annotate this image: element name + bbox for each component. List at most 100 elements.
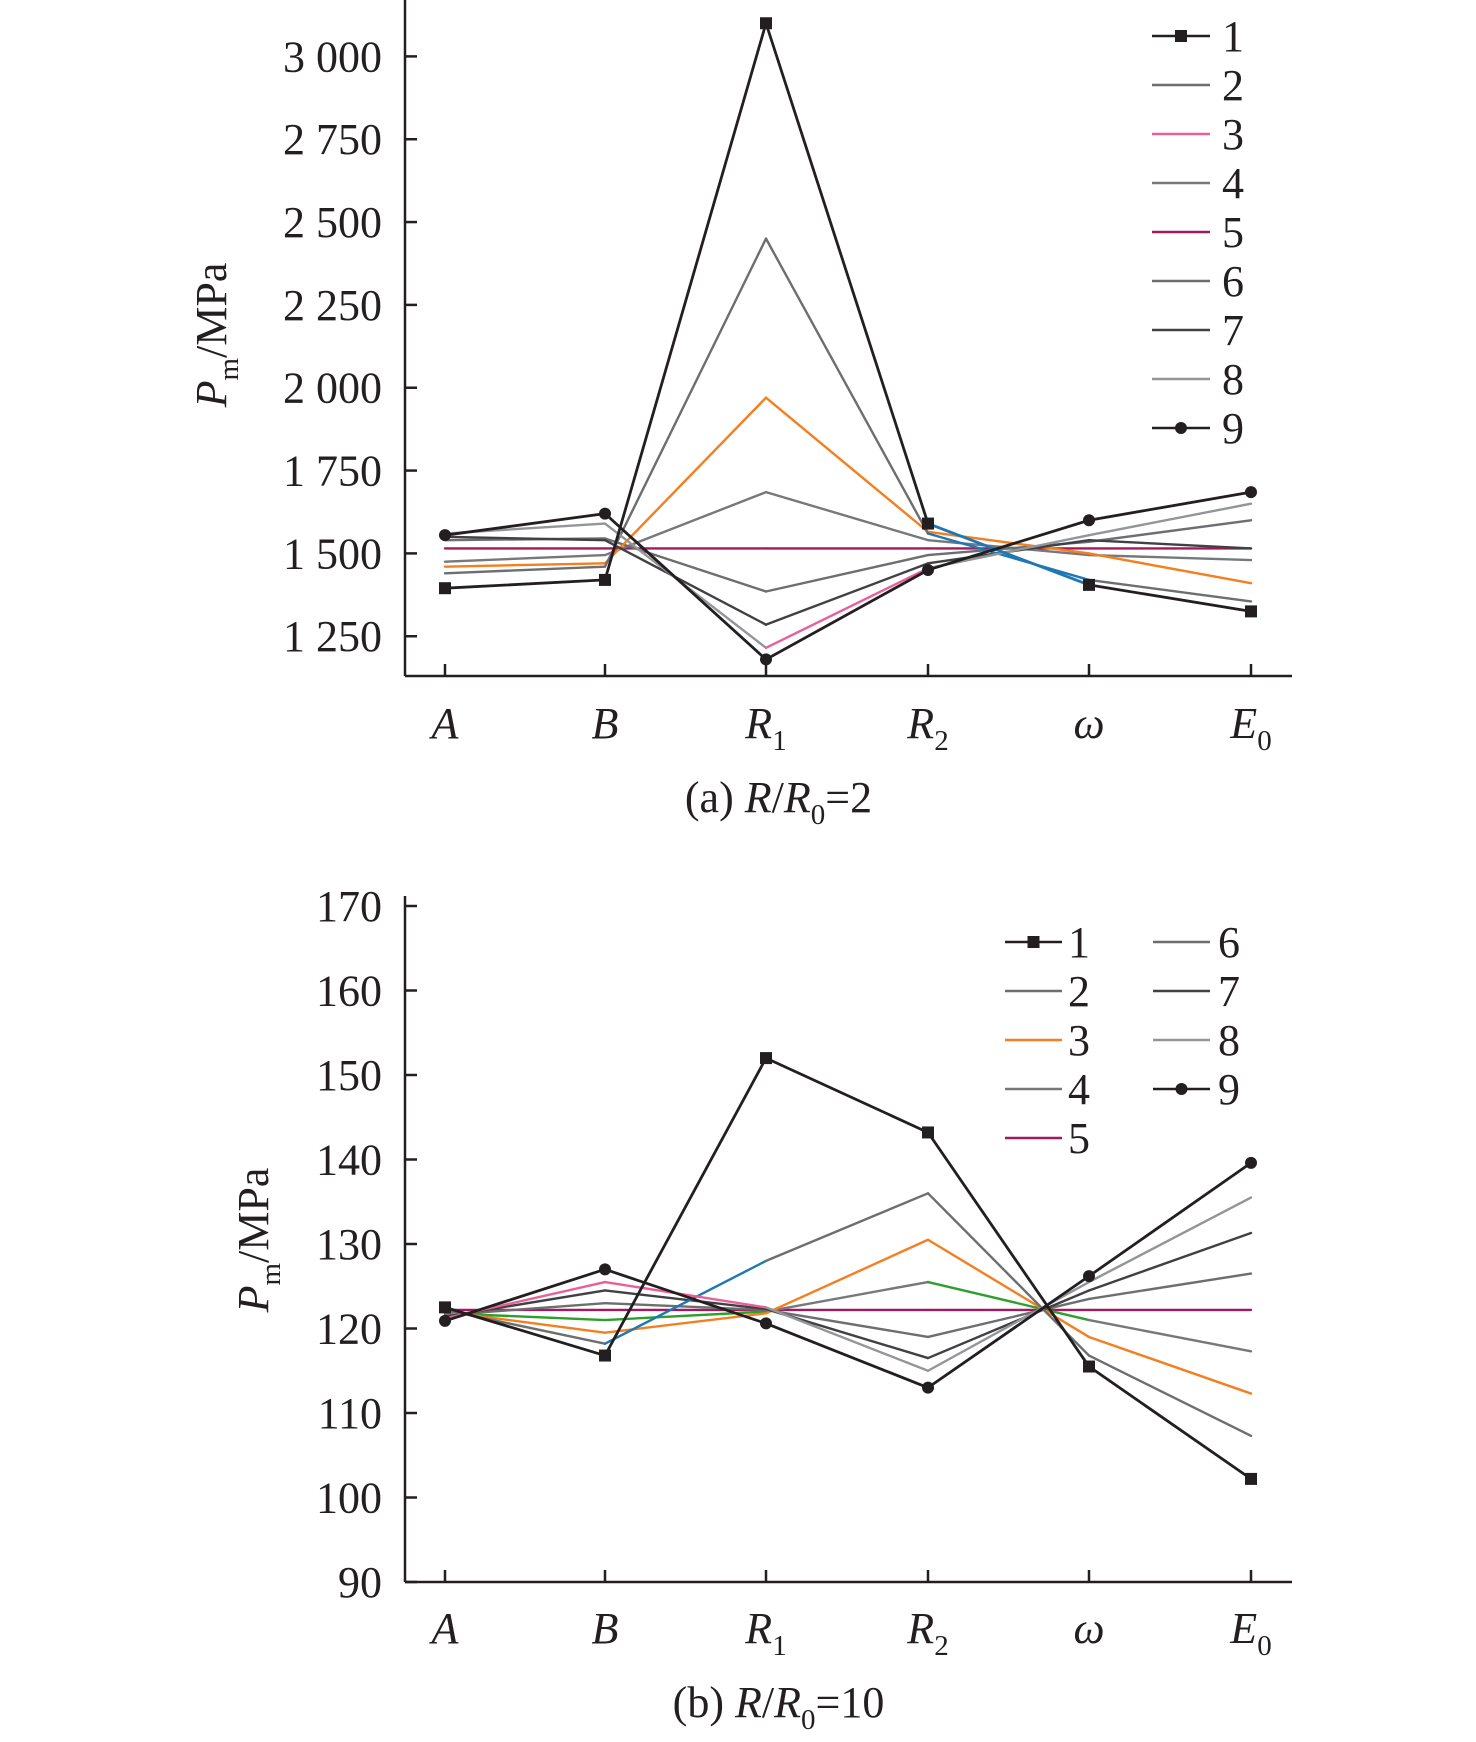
series-1-point — [1083, 578, 1095, 591]
series-1-point — [439, 1301, 451, 1314]
series-9-segment — [926, 518, 1091, 572]
series-9-segment — [926, 1274, 1091, 1390]
series-2-segment — [1087, 1354, 1253, 1438]
series-9-segment — [603, 512, 768, 661]
legend-label-4: 4 — [1222, 159, 1244, 208]
y-tick-label: 130 — [316, 1220, 382, 1269]
legend-marker-1 — [1175, 30, 1187, 42]
series-7-segment — [926, 1289, 1091, 1360]
series-1-point — [1083, 1360, 1095, 1373]
series-6-segment — [926, 1297, 1091, 1339]
series-9-point — [599, 1263, 611, 1276]
x-tick-label: A — [429, 1604, 460, 1653]
series-6-segment — [1087, 1272, 1253, 1301]
series-9-point — [1083, 514, 1095, 527]
series-4-segment — [1087, 553, 1253, 562]
series-4-segment — [764, 1280, 930, 1313]
series-3-segment — [603, 396, 768, 565]
series-4-segment — [764, 490, 930, 542]
series-4-segment — [1087, 1318, 1253, 1353]
series-9-segment — [1087, 1161, 1253, 1278]
legend-marker-1 — [1027, 936, 1040, 948]
series-8-segment — [1087, 1196, 1253, 1284]
y-tick-label: 120 — [316, 1305, 382, 1354]
chart-caption: (a) R/R0=2 — [685, 773, 872, 831]
y-tick-label: 2 500 — [283, 198, 382, 247]
series-9-segment — [764, 1322, 930, 1390]
series-8-segment — [764, 567, 930, 650]
series-3-segment — [443, 562, 607, 568]
y-tick-label: 3 000 — [283, 32, 382, 81]
y-tick-label: 100 — [316, 1474, 382, 1523]
series-9-segment — [764, 568, 930, 661]
series-9-point — [760, 1317, 772, 1330]
series-8-segment — [764, 1306, 930, 1372]
y-tick-label: 1 750 — [283, 447, 382, 496]
series-1-point — [1245, 1472, 1257, 1485]
series-3-segment — [1087, 1335, 1253, 1395]
series-1 — [439, 1052, 1257, 1485]
series-1-segment — [764, 1056, 930, 1134]
legend-label-6: 6 — [1222, 257, 1244, 306]
legend-label-2: 2 — [1068, 967, 1090, 1016]
series-8-segment — [603, 1280, 768, 1309]
series-8-segment — [926, 1280, 1091, 1372]
legend-label-1: 1 — [1068, 918, 1090, 967]
series-7-segment — [764, 562, 930, 626]
legend-marker-9 — [1175, 422, 1187, 434]
series-6-segment — [764, 1308, 930, 1339]
series-1-point — [760, 1052, 772, 1065]
series-9-point — [760, 653, 772, 666]
x-tick-label: E0 — [1229, 1604, 1271, 1662]
series-2-segment — [443, 565, 607, 575]
series-9 — [439, 1156, 1257, 1394]
legend-label-5: 5 — [1222, 208, 1244, 257]
series-2-segment — [603, 237, 768, 568]
x-tick-label: R2 — [906, 699, 948, 757]
series-9-point — [599, 507, 611, 520]
series-2-segment — [764, 1192, 930, 1263]
series-8 — [443, 502, 1253, 650]
series-1-point — [1245, 605, 1257, 618]
y-tick-label: 110 — [318, 1389, 382, 1438]
legend-label-9: 9 — [1222, 404, 1244, 453]
series-3-segment — [926, 1238, 1091, 1339]
x-tick-label: ω — [1073, 699, 1104, 748]
y-tick-label: 1 250 — [283, 612, 382, 661]
y-tick-label: 2 250 — [283, 281, 382, 330]
series-2-segment — [1087, 578, 1253, 603]
legend-label-8: 8 — [1222, 355, 1244, 404]
y-axis-label: Pm/MPa — [229, 1168, 287, 1314]
x-tick-label: A — [429, 699, 460, 748]
series-6-segment — [603, 537, 768, 593]
series-9-point — [922, 563, 934, 576]
series-1-point — [922, 517, 934, 530]
series-1-segment — [1087, 1365, 1253, 1481]
legend-label-8: 8 — [1218, 1016, 1240, 1065]
series-2-segment — [603, 1259, 768, 1345]
series-7-segment — [1087, 538, 1253, 550]
series-2-segment — [764, 237, 930, 535]
series-1-point — [439, 582, 451, 595]
series-3-segment — [1087, 552, 1253, 585]
series-9-segment — [443, 1267, 607, 1323]
series-7-segment — [603, 538, 768, 626]
chart-panel-a: 1 250 1 500 1 750 2 000 2 250 2 500 2 750 3 000… — [187, 0, 1292, 831]
series-2-segment — [926, 532, 1091, 582]
series-2 — [443, 237, 1253, 603]
x-tick-label: ω — [1073, 1604, 1104, 1653]
series-9-point — [1245, 486, 1257, 499]
series-3 — [443, 1238, 1253, 1395]
series-8-segment — [1087, 502, 1253, 537]
series-1-segment — [603, 21, 768, 582]
series-9-point — [1245, 1156, 1257, 1169]
series-1-point — [922, 1126, 934, 1139]
y-tick-label: 2 000 — [283, 364, 382, 413]
x-tick-label: B — [592, 699, 619, 748]
series-1-segment — [764, 21, 930, 525]
series-1-segment — [926, 522, 1091, 587]
series-3-segment — [764, 396, 930, 534]
